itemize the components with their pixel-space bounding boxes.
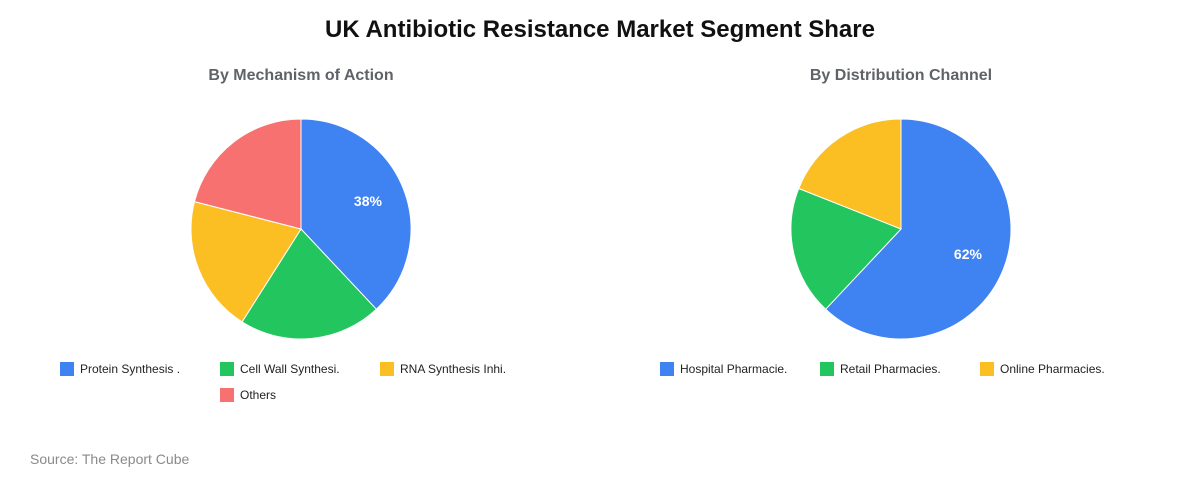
legend-label: RNA Synthesis Inhi. [400, 362, 507, 376]
legend-swatch [660, 362, 674, 376]
pie-title-mechanism: By Mechanism of Action [208, 67, 394, 84]
legend-item-mechanism-0[interactable]: Protein Synthesis . [60, 361, 180, 377]
pie-chart-mechanism: 38% [190, 118, 412, 340]
pie-slice-mechanism-2 [190, 201, 302, 323]
pie-slice-distribution-0 [824, 118, 1012, 340]
pie-title-distribution: By Distribution Channel [809, 67, 993, 84]
legend-swatch [820, 362, 834, 376]
legend-item-mechanism-2[interactable]: RNA Synthesis Inhi. [380, 361, 506, 377]
legend-item-mechanism-3[interactable]: Others [220, 387, 276, 403]
pie-slice-distribution-2 [798, 118, 902, 230]
pie-data-label-mechanism-0: 38% [354, 193, 383, 209]
chart-title: UK Antibiotic Resistance Market Segment … [325, 16, 875, 43]
legend-label: Protein Synthesis . [80, 362, 181, 376]
pie-data-label-distribution-0: 62% [954, 246, 983, 262]
legend-swatch [980, 362, 994, 376]
legend-item-mechanism-1[interactable]: Cell Wall Synthesi. [220, 361, 340, 377]
legend-item-distribution-2[interactable]: Online Pharmacies. [980, 361, 1105, 377]
pie-slice-mechanism-0 [300, 118, 412, 310]
pie-slice-mechanism-3 [193, 118, 302, 230]
legend-swatch [380, 362, 394, 376]
legend-label: Others [240, 388, 277, 402]
legend-swatch [220, 388, 234, 402]
legend-swatch [220, 362, 234, 376]
legend-label: Hospital Pharmacie. [680, 362, 788, 376]
legend-label: Retail Pharmacies. [840, 362, 941, 376]
legend-swatch [60, 362, 74, 376]
pie-chart-distribution: 62% [790, 118, 1012, 340]
legend-label: Cell Wall Synthesi. [240, 362, 340, 376]
legend-label: Online Pharmacies. [1000, 362, 1105, 376]
pie-slice-distribution-1 [790, 187, 902, 310]
source-note: Source: The Report Cube [30, 451, 190, 467]
legend-item-distribution-1[interactable]: Retail Pharmacies. [820, 361, 941, 377]
legend-item-distribution-0[interactable]: Hospital Pharmacie. [660, 361, 787, 377]
pie-slice-mechanism-1 [241, 228, 378, 340]
